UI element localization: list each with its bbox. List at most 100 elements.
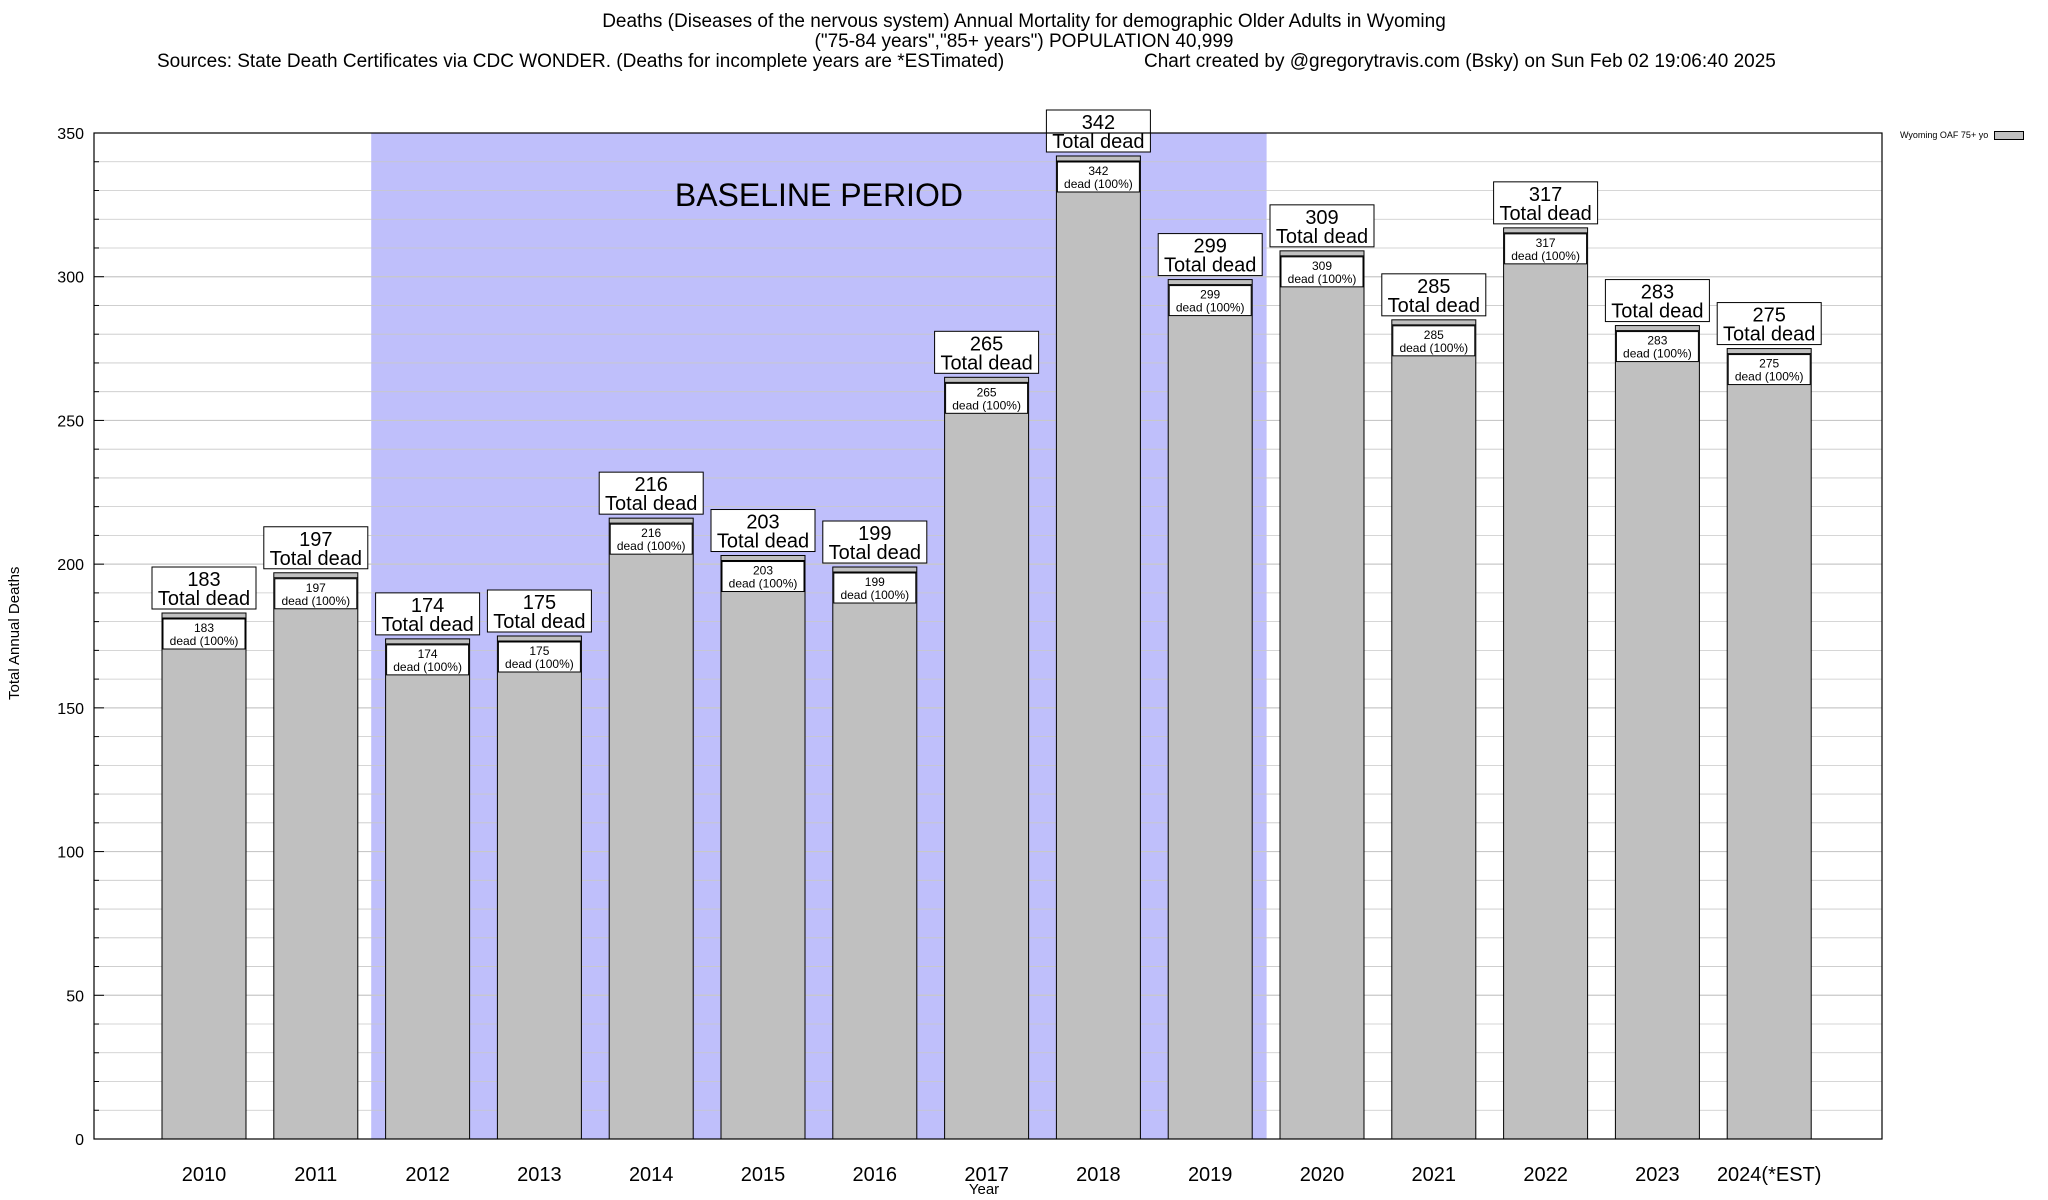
inner-value-label: 309 xyxy=(1312,259,1332,273)
inner-value-label: 317 xyxy=(1536,236,1556,250)
bar xyxy=(496,635,582,1140)
inner-value-label: 174 xyxy=(418,647,438,661)
x-tick-label: 2021 xyxy=(1412,1164,1457,1186)
inner-percent-label: dead (100%) xyxy=(840,588,909,602)
total-value-label: 265 xyxy=(970,333,1003,355)
inner-label-box xyxy=(945,382,1029,414)
inner-label-box xyxy=(1727,354,1811,386)
x-axis-label: Year xyxy=(968,1181,1000,1198)
total-value-label: 174 xyxy=(411,595,444,617)
inner-value-label: 275 xyxy=(1759,357,1779,371)
total-label-box xyxy=(710,509,816,553)
total-dead-label: Total dead xyxy=(1611,301,1703,323)
plot-frame xyxy=(93,132,1883,1140)
total-value-label: 199 xyxy=(858,523,891,545)
total-dead-label: Total dead xyxy=(1052,131,1144,153)
total-dead-label: Total dead xyxy=(1164,255,1256,277)
inner-label-box xyxy=(833,572,917,604)
total-dead-label: Total dead xyxy=(270,548,362,570)
total-dead-label: Total dead xyxy=(1723,324,1815,346)
inner-percent-label: dead (100%) xyxy=(1511,249,1580,263)
inner-percent-label: dead (100%) xyxy=(1735,370,1804,384)
inner-percent-label: dead (100%) xyxy=(617,539,686,553)
inner-percent-label: dead (100%) xyxy=(1288,272,1357,286)
total-label-box xyxy=(486,589,592,633)
inner-percent-label: dead (100%) xyxy=(393,660,462,674)
inner-label-box xyxy=(1280,256,1364,288)
inner-value-label: 175 xyxy=(529,644,549,658)
inner-percent-label: dead (100%) xyxy=(1623,347,1692,361)
total-value-label: 275 xyxy=(1753,305,1786,327)
total-dead-label: Total dead xyxy=(940,352,1032,374)
total-dead-label: Total dead xyxy=(717,531,809,553)
x-tick-label: 2024(*EST) xyxy=(1717,1164,1822,1186)
inner-value-label: 265 xyxy=(977,385,997,399)
x-tick-label: 2023 xyxy=(1635,1164,1680,1186)
total-dead-label: Total dead xyxy=(829,542,921,564)
total-dead-label: Total dead xyxy=(493,611,585,633)
total-label-box xyxy=(1269,204,1375,248)
bar xyxy=(944,376,1030,1140)
total-dead-label: Total dead xyxy=(1388,295,1480,317)
total-value-label: 183 xyxy=(187,569,220,591)
inner-value-label: 216 xyxy=(641,526,661,540)
inner-label-box xyxy=(1615,331,1699,363)
total-label-box xyxy=(1604,279,1710,323)
inner-percent-label: dead (100%) xyxy=(1064,177,1133,191)
total-value-label: 299 xyxy=(1194,236,1227,258)
inner-value-label: 283 xyxy=(1647,334,1667,348)
y-tick-label: 0 xyxy=(75,1132,84,1149)
inner-percent-label: dead (100%) xyxy=(170,634,239,648)
total-label-box xyxy=(822,520,928,564)
x-tick-label: 2020 xyxy=(1300,1164,1345,1186)
bar xyxy=(1167,279,1253,1140)
chart-title: Deaths (Diseases of the nervous system) … xyxy=(602,11,1446,32)
source-row: Sources: State Death Certificates via CD… xyxy=(0,52,2048,72)
total-dead-label: Total dead xyxy=(1276,226,1368,248)
inner-percent-label: dead (100%) xyxy=(1176,301,1245,315)
total-label-box xyxy=(934,330,1040,374)
total-label-box xyxy=(263,526,369,570)
inner-value-label: 299 xyxy=(1200,288,1220,302)
total-value-label: 285 xyxy=(1417,276,1450,298)
x-tick-label: 2010 xyxy=(182,1164,227,1186)
total-dead-label: Total dead xyxy=(158,588,250,610)
total-label-box xyxy=(1493,181,1599,225)
total-value-label: 197 xyxy=(299,529,332,551)
x-tick-label: 2013 xyxy=(517,1164,562,1186)
inner-label-box xyxy=(162,618,246,650)
inner-label-box xyxy=(721,561,805,593)
total-value-label: 203 xyxy=(746,512,779,534)
inner-label-box xyxy=(1504,233,1588,265)
total-value-label: 175 xyxy=(523,592,556,614)
total-value-label: 283 xyxy=(1641,282,1674,304)
total-dead-label: Total dead xyxy=(381,614,473,636)
x-tick-label: 2015 xyxy=(741,1164,786,1186)
inner-value-label: 342 xyxy=(1088,164,1108,178)
total-label-box xyxy=(1381,273,1487,317)
bar xyxy=(1614,325,1700,1140)
inner-value-label: 199 xyxy=(865,575,885,589)
total-label-box xyxy=(1045,109,1151,153)
total-label-box xyxy=(598,471,704,515)
y-tick-label: 150 xyxy=(57,701,84,718)
inner-value-label: 203 xyxy=(753,564,773,578)
inner-percent-label: dead (100%) xyxy=(729,577,798,591)
bar xyxy=(161,612,247,1140)
x-tick-label: 2018 xyxy=(1076,1164,1121,1186)
total-label-box xyxy=(1716,302,1822,346)
bar xyxy=(1726,348,1812,1140)
legend: Wyoming OAF 75+ yo xyxy=(1900,130,2025,140)
chart-sources: Sources: State Death Certificates via CD… xyxy=(157,51,1005,72)
inner-value-label: 183 xyxy=(194,621,214,635)
total-label-box xyxy=(151,566,257,610)
total-value-label: 309 xyxy=(1305,207,1338,229)
x-tick-label: 2019 xyxy=(1188,1164,1233,1186)
y-axis-label: Total Annual Deaths xyxy=(6,566,23,700)
inner-label-box xyxy=(1168,285,1252,317)
inner-label-box xyxy=(1056,161,1140,193)
y-tick-label: 300 xyxy=(57,270,84,287)
chart-credit: Chart created by @gregorytravis.com (Bsk… xyxy=(1144,51,1776,72)
bar xyxy=(273,572,359,1140)
